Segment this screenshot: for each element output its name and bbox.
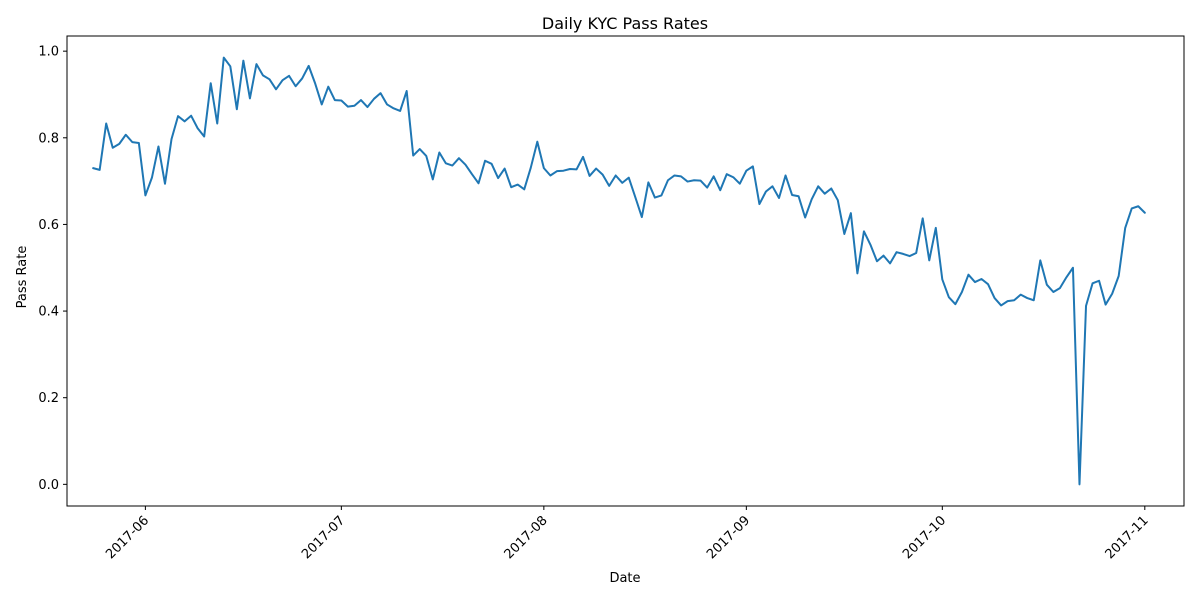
y-tick-label: 0.6 xyxy=(38,218,59,233)
y-tick-label: 0.2 xyxy=(38,391,59,406)
x-tick-label: 2017-06 xyxy=(103,513,152,562)
y-tick-label: 0.0 xyxy=(38,478,59,493)
x-tick-label: 2017-07 xyxy=(299,513,348,562)
y-axis-label: Pass Rate xyxy=(15,246,30,309)
x-tick-label: 2017-11 xyxy=(1103,513,1152,562)
chart-title: Daily KYC Pass Rates xyxy=(542,14,708,33)
axes-frame xyxy=(66,35,1185,507)
x-axis: 2017-06 2017-07 2017-08 2017-09 2017-10 2017-… xyxy=(103,506,1152,562)
x-axis-label: Date xyxy=(609,571,640,586)
series-line xyxy=(92,56,1146,486)
y-tick-label: 0.4 xyxy=(38,305,59,320)
y-axis: 0.0 0.2 0.4 0.6 0.8 1.0 xyxy=(38,45,67,493)
y-tick-label: 1.0 xyxy=(38,45,59,60)
plot-area xyxy=(92,56,1146,486)
x-tick-label: 2017-08 xyxy=(502,513,551,562)
y-tick-label: 0.8 xyxy=(38,131,59,146)
x-tick-label: 2017-09 xyxy=(704,513,753,562)
x-tick-label: 2017-10 xyxy=(900,513,949,562)
